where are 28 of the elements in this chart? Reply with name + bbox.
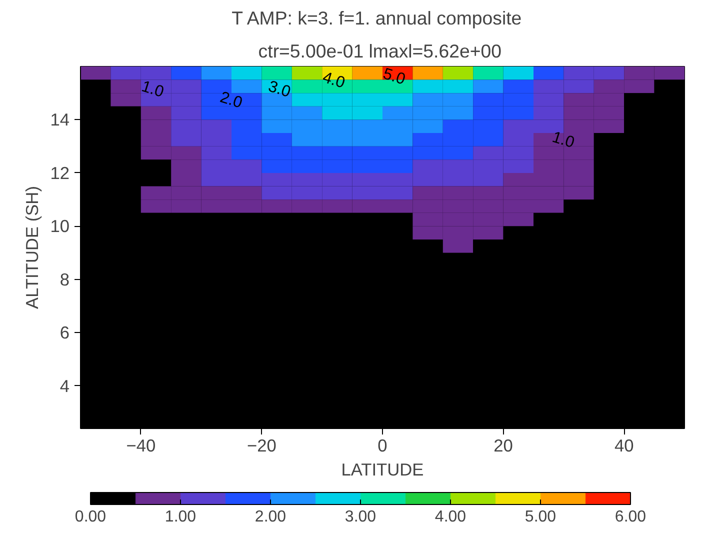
x-tick-label: 20 xyxy=(494,436,513,456)
annotation: 1.0 xyxy=(139,78,166,102)
color-bar-label: 4.00 xyxy=(434,508,466,526)
y-axis-title: ALTITUDE (SH) xyxy=(22,186,42,309)
y-tick-label: 4 xyxy=(60,376,70,396)
color-bar-label: 2.00 xyxy=(254,508,286,526)
color-bar-label: 1.00 xyxy=(164,508,196,526)
x-tick-label: −40 xyxy=(126,436,156,456)
x-axis-title: LATITUDE xyxy=(341,460,424,480)
annotation: 4.0 xyxy=(320,69,347,92)
color-bar-label: 0.00 xyxy=(74,508,106,526)
color-bar-label: 3.00 xyxy=(344,508,376,526)
x-tick-label: 0 xyxy=(378,436,388,456)
y-tick-label: 12 xyxy=(50,162,70,183)
color-bar-label: 5.00 xyxy=(524,508,556,526)
y-tick-label: 10 xyxy=(50,216,70,236)
x-tick-label: 40 xyxy=(614,436,634,456)
annotation: 1.0 xyxy=(550,128,576,152)
y-tick-label: 8 xyxy=(60,269,70,290)
annotation: 2.0 xyxy=(218,89,244,112)
chart-subtitle: ctr=5.00e-01 lmaxl=5.62e+00 xyxy=(258,40,502,62)
y-tick-label: 6 xyxy=(60,322,70,343)
x-tick-label: −20 xyxy=(247,436,276,456)
annotation: 3.0 xyxy=(266,78,293,102)
annotation: 5.0 xyxy=(381,66,408,88)
color-bar-label: 6.00 xyxy=(614,508,646,526)
y-tick-label: 14 xyxy=(50,110,70,130)
chart-title: T AMP: k=3. f=1. annual composite xyxy=(232,8,522,28)
